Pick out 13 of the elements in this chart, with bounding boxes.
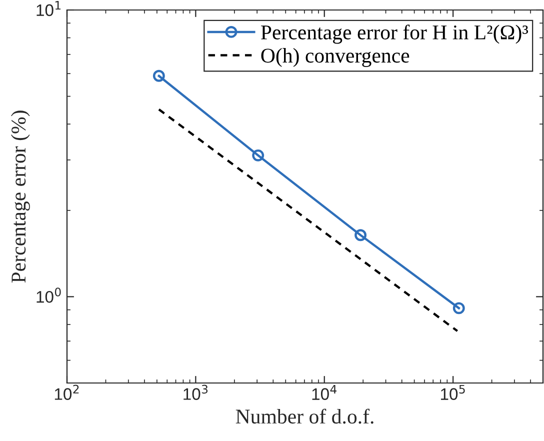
x-tick-label: 10$^{2}$: [54, 384, 79, 400]
point: [152, 70, 165, 82]
y-axis-title: Percentage error (%): [10, 110, 30, 283]
legend-label: O(h) convergence: [261, 48, 410, 67]
point: [452, 302, 465, 314]
point: [252, 149, 264, 162]
x-axis-title: Number of d.o.f.: [236, 408, 374, 424]
y-tick-label: 10$^{1}$: [36, 1, 61, 16]
legend-label: Percentage error for H in L²(Ω)³: [261, 24, 528, 44]
y-tick-label: 10$^{0}$: [36, 288, 61, 303]
x-tick-label: 10$^{5}$: [440, 384, 465, 400]
x-tick-label: 10$^{3}$: [184, 384, 208, 400]
x-tick-label: 10$^{4}$: [312, 384, 336, 400]
